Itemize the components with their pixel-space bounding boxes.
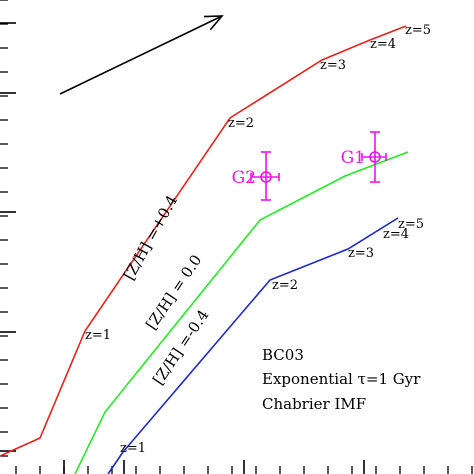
series-line-0 — [0, 25, 407, 457]
direction-arrow — [59, 15, 224, 95]
galaxy-label-G2: G2 — [232, 168, 256, 188]
galaxy-point-G1 — [369, 151, 381, 163]
redshift-label: z=3 — [348, 246, 374, 261]
redshift-label: z=3 — [320, 58, 346, 73]
arrow-shaft — [59, 15, 223, 95]
redshift-label: z=2 — [228, 116, 254, 131]
redshift-label: z=5 — [398, 217, 424, 232]
annotation-line-2: Exponential τ=1 Gyr — [262, 370, 421, 388]
series-line-2 — [107, 217, 399, 474]
galaxy-label-G1: G1 — [341, 148, 365, 168]
redshift-labels: z=1z=2z=3z=4z=5z=1z=2z=3z=4z=5 — [85, 23, 431, 456]
arrow-head-icon — [203, 15, 224, 31]
galaxy-point-G2 — [260, 171, 272, 183]
redshift-label: z=4 — [383, 227, 409, 242]
series-line-1 — [74, 151, 409, 474]
redshift-label: z=1 — [120, 441, 146, 456]
redshift-label: z=1 — [85, 328, 111, 343]
series-lines — [0, 25, 409, 474]
redshift-label: z=4 — [370, 37, 396, 52]
annotation-line-1: BC03 — [262, 346, 304, 364]
annotation-line-3: Chabrier IMF — [262, 395, 366, 413]
galaxy-markers: G2 G1 — [232, 131, 387, 201]
redshift-label: z=2 — [272, 278, 298, 293]
redshift-label: z=5 — [405, 23, 431, 38]
